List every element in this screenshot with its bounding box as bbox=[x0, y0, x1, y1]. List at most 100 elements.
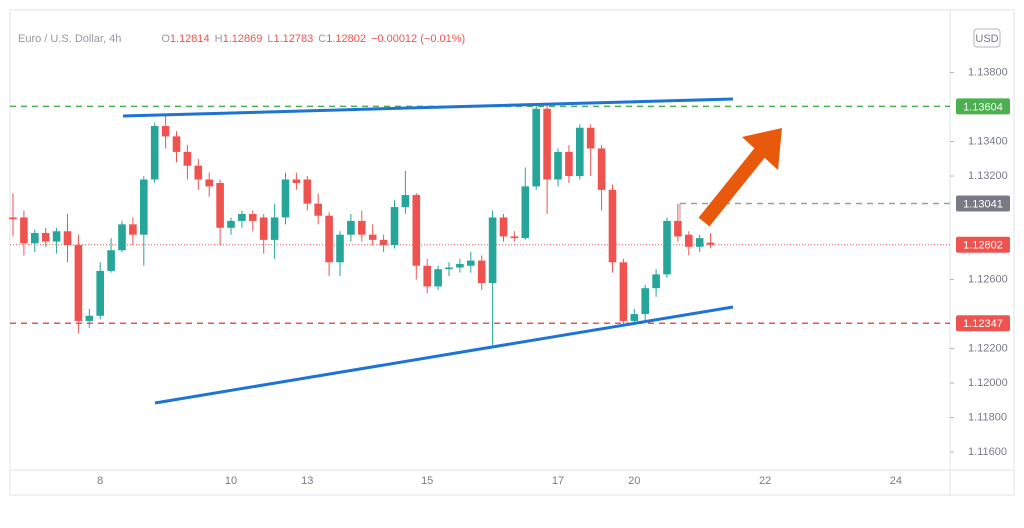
candle-body bbox=[20, 217, 28, 244]
ohlc-key: O bbox=[161, 33, 170, 45]
candle-body bbox=[576, 127, 584, 177]
candle-body bbox=[674, 220, 682, 237]
candle-body bbox=[597, 148, 606, 190]
candle-body bbox=[368, 234, 377, 240]
candle-body bbox=[52, 231, 61, 242]
candle-body bbox=[63, 231, 72, 246]
candle-body bbox=[347, 220, 355, 235]
candle-body bbox=[314, 203, 322, 216]
candle-body bbox=[292, 179, 301, 183]
candle-body bbox=[172, 136, 181, 152]
candle-body bbox=[216, 182, 224, 228]
candle-body bbox=[412, 195, 421, 266]
candle-body bbox=[630, 314, 639, 321]
ohlc-value: 1.12814 bbox=[169, 33, 210, 45]
candle-body bbox=[85, 315, 94, 321]
candle-body bbox=[41, 232, 50, 242]
y-tick-label: 1.12600 bbox=[968, 273, 1008, 285]
ohlc-key: C bbox=[318, 33, 327, 45]
candle-body bbox=[118, 224, 126, 251]
y-tick-label: 1.11600 bbox=[968, 446, 1007, 458]
candle-body bbox=[521, 186, 530, 239]
candle-body bbox=[227, 220, 235, 228]
x-tick-label: 22 bbox=[759, 475, 771, 487]
candle-body bbox=[510, 236, 519, 239]
candle-body bbox=[129, 224, 137, 235]
candle-body bbox=[270, 217, 279, 240]
candle-body bbox=[445, 267, 453, 270]
candle-body bbox=[532, 108, 540, 187]
change: −0.00012 (−0.01%) bbox=[370, 33, 466, 45]
price-label-box bbox=[956, 195, 1010, 212]
candle-body bbox=[325, 215, 333, 263]
candle-body bbox=[205, 179, 213, 187]
frame bbox=[9, 9, 1015, 496]
header: Euro / U.S. Dollar, 4h O1.12814 H1.12869 L 1… bbox=[18, 33, 470, 45]
y-tick-label: 1.12200 bbox=[968, 342, 1008, 354]
ohlc-value: 1.12802 bbox=[326, 33, 366, 45]
candle-body bbox=[259, 217, 268, 240]
candle-body bbox=[140, 179, 148, 235]
candle-body bbox=[641, 288, 649, 315]
candle-body bbox=[161, 126, 170, 137]
x-tick-label: 17 bbox=[552, 475, 564, 487]
arrow-head bbox=[742, 128, 782, 170]
candle-body bbox=[238, 214, 246, 221]
x-tick-label: 24 bbox=[890, 475, 902, 487]
candle-body bbox=[31, 232, 39, 244]
candle-body bbox=[565, 151, 573, 177]
trend-line bbox=[122, 97, 734, 118]
candle-body bbox=[695, 238, 704, 247]
y-tick-label: 1.12000 bbox=[968, 377, 1008, 389]
currency-box[interactable] bbox=[973, 28, 1001, 48]
candle-body bbox=[150, 126, 159, 180]
symbol: Euro / U.S. Dollar, 4h bbox=[18, 33, 122, 45]
candle-body bbox=[96, 270, 104, 316]
candle-body bbox=[390, 207, 399, 246]
candle-body bbox=[543, 108, 551, 180]
y-tick-label: 1.13200 bbox=[968, 170, 1008, 182]
candle-body bbox=[183, 151, 192, 166]
price-label: 1.13041 bbox=[963, 198, 1003, 210]
candle-body bbox=[358, 220, 366, 235]
candle-body bbox=[194, 165, 203, 180]
x-tick-label: 20 bbox=[628, 475, 640, 487]
candle-body bbox=[9, 217, 17, 220]
candle-body bbox=[281, 179, 290, 218]
candle-body bbox=[434, 269, 442, 287]
candle-body bbox=[488, 217, 497, 284]
y-tick-label: 1.13400 bbox=[968, 135, 1008, 147]
price-label: 1.13604 bbox=[963, 101, 1003, 113]
candle-body bbox=[554, 151, 562, 180]
price-label-box bbox=[956, 315, 1010, 332]
currency[interactable]: USD bbox=[975, 33, 998, 45]
candle-body bbox=[619, 262, 628, 321]
candle-body bbox=[477, 260, 486, 284]
trend-line bbox=[154, 305, 734, 405]
candle-body bbox=[379, 239, 388, 246]
candle-body bbox=[107, 250, 115, 271]
candle-body bbox=[74, 245, 83, 321]
ohlc-key: H bbox=[214, 33, 223, 45]
candle-body bbox=[303, 179, 312, 204]
candle-body bbox=[401, 195, 410, 208]
price-label-box bbox=[956, 98, 1010, 115]
candle-body bbox=[663, 220, 671, 275]
candle-body bbox=[685, 234, 693, 247]
candle-body bbox=[467, 260, 475, 266]
x-tick-label: 10 bbox=[225, 475, 237, 487]
candle-body bbox=[336, 234, 344, 263]
candle-body bbox=[608, 189, 617, 263]
x-tick-label: 15 bbox=[421, 475, 433, 487]
y-tick-label: 1.11800 bbox=[968, 411, 1007, 423]
ohlc-key: L bbox=[267, 33, 274, 45]
candle-body bbox=[423, 265, 431, 287]
candle-body bbox=[456, 264, 464, 268]
candle-body bbox=[706, 242, 715, 245]
candle-body bbox=[652, 274, 660, 289]
candle-body bbox=[586, 127, 595, 149]
candle-body bbox=[249, 214, 257, 221]
ohlc-value: 1.12869 bbox=[222, 33, 263, 45]
